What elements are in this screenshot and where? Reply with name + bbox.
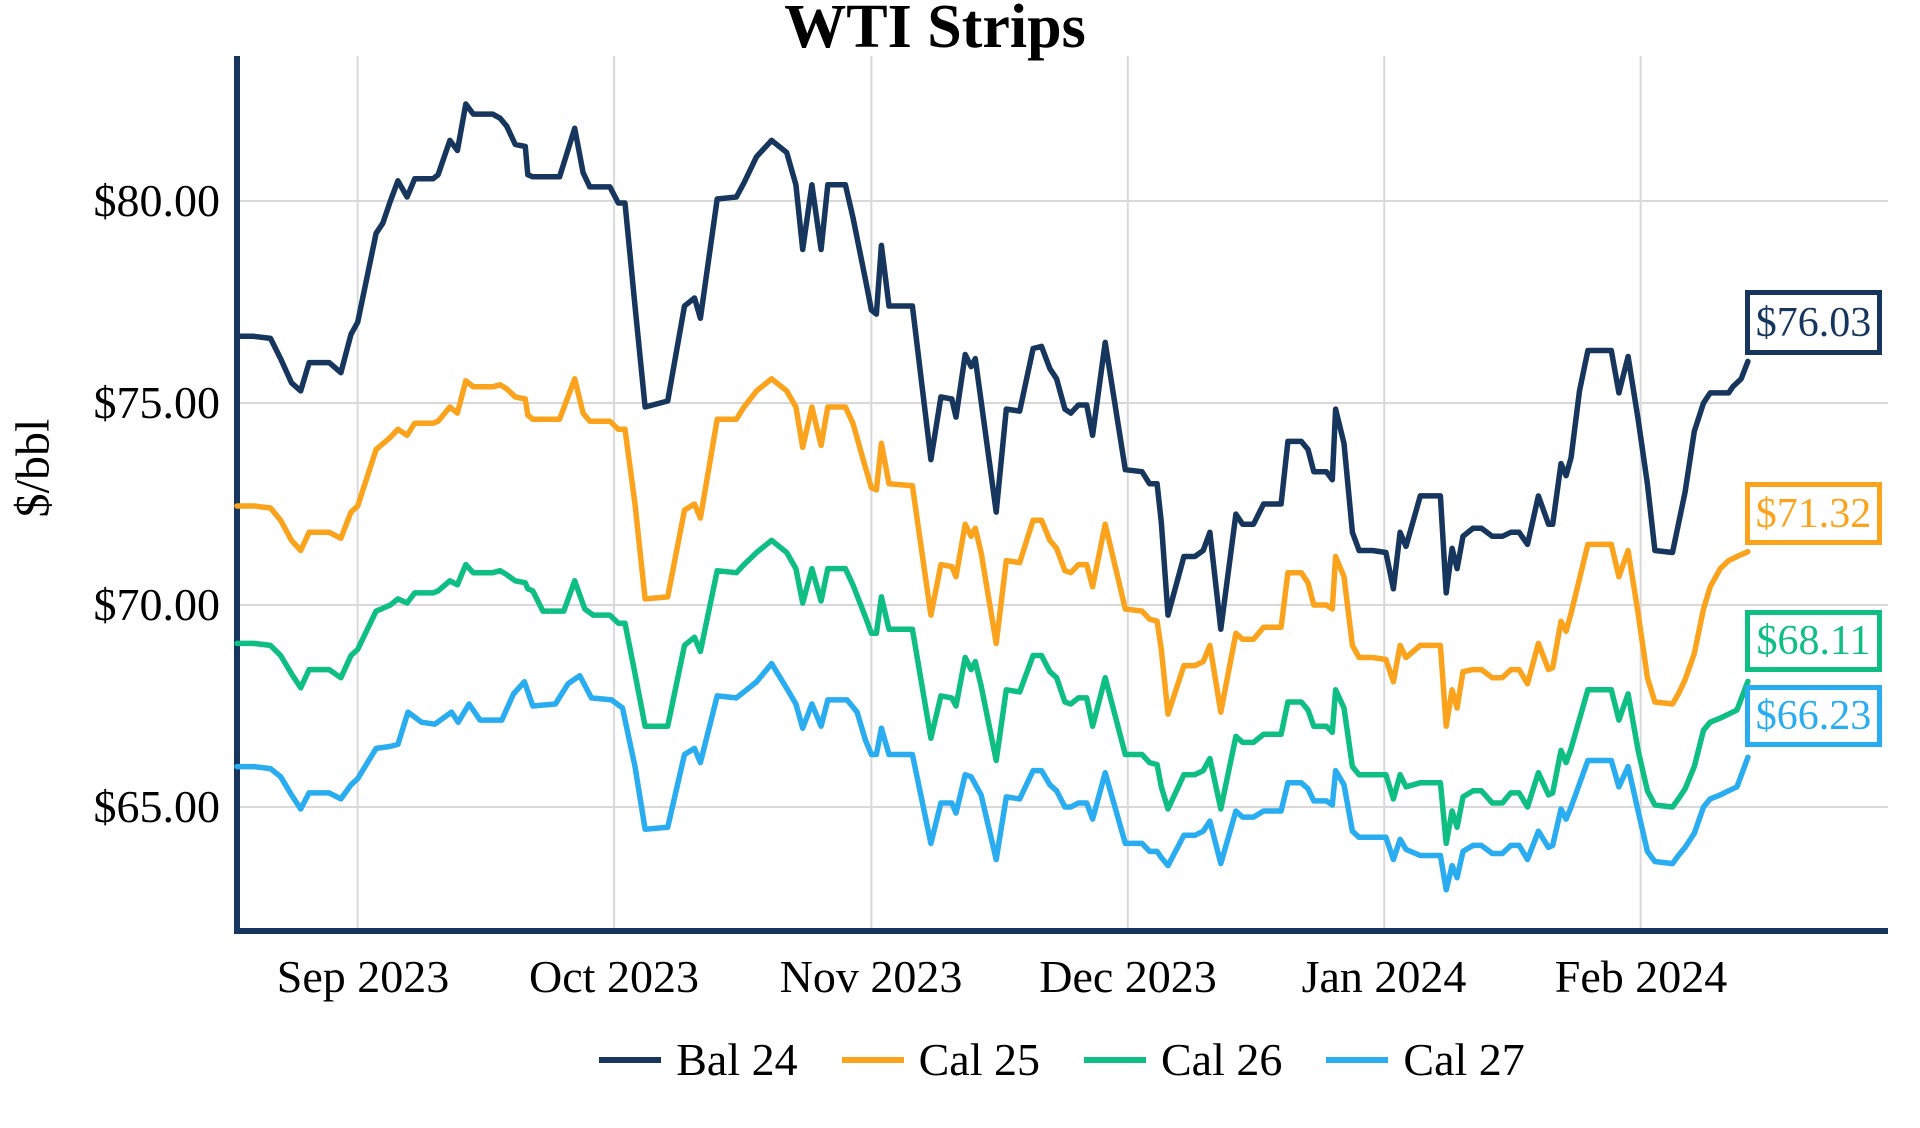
series-line-cal-26 <box>234 537 1751 847</box>
y-tick-label-65: $65.00 <box>93 781 221 832</box>
x-tick-label-sep-2023: Sep 2023 <box>276 951 450 1002</box>
x-tick-label-nov-2023: Nov 2023 <box>779 951 963 1002</box>
y-tick-label-75: $75.00 <box>93 377 221 428</box>
series-line-bal-24 <box>234 101 1751 632</box>
series-line-cal-25 <box>234 376 1751 729</box>
legend: Bal 24 Cal 25 Cal 26 Cal 27 <box>102 1034 1920 1086</box>
cal-27-line-swatch-icon <box>1326 1057 1389 1063</box>
y-axis-title: $/bbl <box>6 418 60 518</box>
end-value-label-bal-24: $76.03 <box>1745 290 1882 355</box>
legend-label-cal-26: Cal 26 <box>1161 1034 1283 1085</box>
legend-item-cal-26: Cal 26 <box>1084 1034 1282 1086</box>
series-line-cal-27 <box>234 660 1751 893</box>
legend-item-bal-24: Bal 24 <box>599 1034 798 1086</box>
cal-26-line-swatch-icon <box>1084 1057 1146 1063</box>
x-tick-label-feb-2024: Feb 2024 <box>1554 951 1728 1002</box>
x-tick-label-dec-2023: Dec 2023 <box>1039 951 1217 1002</box>
end-value-label-cal-25: $71.32 <box>1745 482 1882 545</box>
chart-title: WTI Strips <box>784 0 1086 61</box>
y-tick-label-70: $70.00 <box>93 579 221 630</box>
legend-label-bal-24: Bal 24 <box>676 1034 798 1085</box>
end-value-label-cal-27: $66.23 <box>1745 685 1882 747</box>
legend-label-cal-25: Cal 25 <box>918 1034 1040 1085</box>
legend-item-cal-25: Cal 25 <box>841 1034 1040 1086</box>
bal-24-line-swatch-icon <box>599 1057 662 1063</box>
legend-item-cal-27: Cal 27 <box>1326 1034 1525 1086</box>
x-tick-label-oct-2023: Oct 2023 <box>529 951 699 1002</box>
cal-25-line-swatch-icon <box>841 1057 904 1063</box>
legend-label-cal-27: Cal 27 <box>1403 1034 1525 1085</box>
end-value-label-cal-26: $68.11 <box>1745 610 1882 672</box>
x-tick-label-jan-2024: Jan 2024 <box>1301 951 1467 1002</box>
y-tick-label-80: $80.00 <box>93 175 221 226</box>
